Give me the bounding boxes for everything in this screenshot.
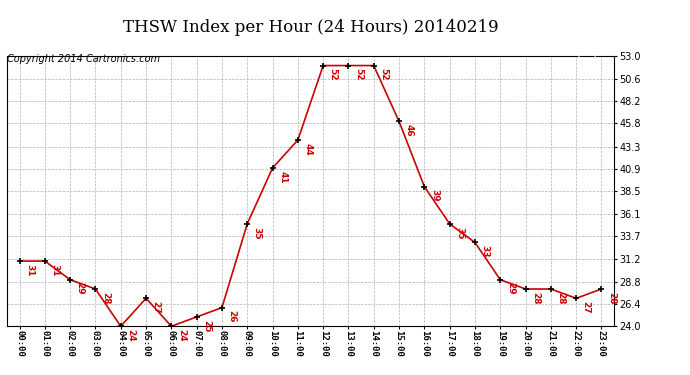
Text: 31: 31 <box>25 264 34 276</box>
Text: 28: 28 <box>531 292 540 304</box>
Text: 28: 28 <box>607 292 616 304</box>
Text: 25: 25 <box>202 320 211 332</box>
Text: 46: 46 <box>404 124 413 137</box>
Text: 52: 52 <box>328 68 337 81</box>
Text: 26: 26 <box>228 310 237 323</box>
Text: 41: 41 <box>278 171 287 183</box>
Text: THSW  (°F): THSW (°F) <box>540 46 599 57</box>
Text: 29: 29 <box>506 282 515 295</box>
Text: 33: 33 <box>480 245 489 258</box>
Text: 31: 31 <box>50 264 59 276</box>
Text: 24: 24 <box>177 329 186 342</box>
Text: 28: 28 <box>556 292 565 304</box>
Text: 52: 52 <box>380 68 388 81</box>
Text: THSW Index per Hour (24 Hours) 20140219: THSW Index per Hour (24 Hours) 20140219 <box>123 19 498 36</box>
Text: 35: 35 <box>455 226 464 239</box>
Text: 39: 39 <box>430 189 439 202</box>
Text: 27: 27 <box>152 301 161 314</box>
Text: 29: 29 <box>76 282 85 295</box>
Text: 44: 44 <box>304 143 313 156</box>
Text: 28: 28 <box>101 292 110 304</box>
Text: 24: 24 <box>126 329 135 342</box>
Text: Copyright 2014 Cartronics.com: Copyright 2014 Cartronics.com <box>7 54 160 64</box>
Text: 52: 52 <box>354 68 363 81</box>
Text: 27: 27 <box>582 301 591 314</box>
Text: 35: 35 <box>253 226 262 239</box>
